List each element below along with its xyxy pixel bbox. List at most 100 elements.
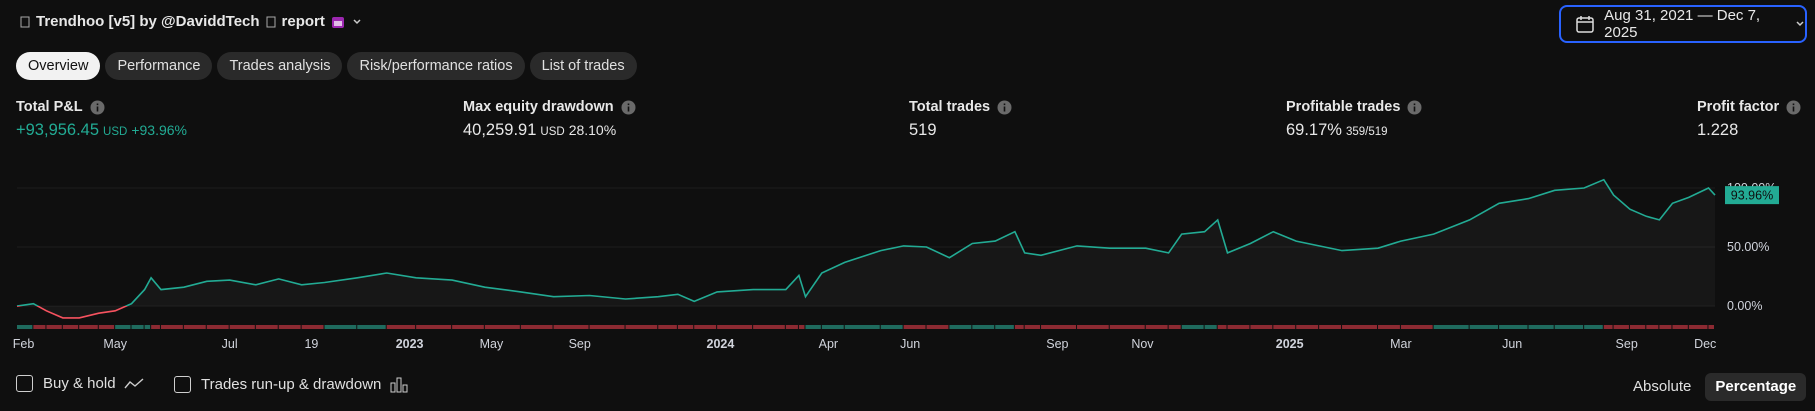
drawdown-strip xyxy=(206,325,229,329)
x-tick-label: May xyxy=(103,337,127,351)
drawdown-strip xyxy=(1024,325,1041,329)
metric-name: Profitable trades xyxy=(1286,99,1401,115)
metric-name: Max equity drawdown xyxy=(463,99,614,115)
x-tick-label: Mar xyxy=(1390,337,1412,351)
equity-chart: 0.00%50.00%100.00%FebMayJul192023MaySep2… xyxy=(13,178,1779,351)
drawdown-strip xyxy=(62,325,79,329)
chevron[interactable] xyxy=(351,16,363,28)
metric-extra: 28.10% xyxy=(568,122,617,138)
metric-name: Total trades xyxy=(909,99,991,115)
date-range: Aug 31, 2021 — Dec 7, 2025 xyxy=(1604,7,1761,41)
icon xyxy=(266,16,276,27)
buy-hold-toggle[interactable]: Buy & hold xyxy=(16,375,144,392)
drawdown-strip xyxy=(821,325,844,329)
drawdown-strip xyxy=(452,325,484,329)
drawdown-strip xyxy=(151,325,160,329)
drawdown-strip xyxy=(903,325,926,329)
tab[interactable]: Trades analysis xyxy=(217,52,343,80)
checkbox[interactable] xyxy=(16,375,33,392)
metric-label: Profit factor xyxy=(1697,99,1801,115)
drawdown-strip xyxy=(324,325,357,329)
icon xyxy=(20,16,30,27)
metric: Profitable trades 69.17% 359/519 xyxy=(1286,99,1422,140)
x-tick-label: Sep xyxy=(569,337,591,351)
drawdown-strip xyxy=(658,325,677,329)
drawdown-strip xyxy=(880,325,903,329)
x-tick-label: Nov xyxy=(1131,337,1154,351)
metric-label: Total P&L xyxy=(16,99,187,115)
drawdown-strip xyxy=(995,325,1014,329)
equity-area xyxy=(17,180,1715,318)
drawdown-strip xyxy=(1014,325,1024,329)
runup-toggle[interactable]: Trades run-up & drawdown xyxy=(174,375,409,393)
calendar-icon xyxy=(1576,16,1594,33)
metric-value-row: 40,259.91 USD 28.10% xyxy=(463,121,636,140)
metric-value: 519 xyxy=(909,121,937,139)
mode-button[interactable]: Absolute xyxy=(1633,378,1692,395)
metric-value: +93,956.45 xyxy=(16,121,100,139)
metric: Max equity drawdown 40,259.91 USD 28.10% xyxy=(463,99,636,140)
info-icon[interactable] xyxy=(997,100,1012,115)
info-icon[interactable] xyxy=(1407,100,1422,115)
x-tick-label: 2025 xyxy=(1276,337,1304,351)
drawdown-strip xyxy=(1109,325,1145,329)
metric-value-row: 69.17% 359/519 xyxy=(1286,121,1422,140)
info-icon[interactable] xyxy=(621,100,636,115)
drawdown-strip xyxy=(1629,325,1646,329)
drawdown-strip xyxy=(183,325,206,329)
drawdown-strip xyxy=(278,325,301,329)
drawdown-strip xyxy=(1433,325,1469,329)
line-icon xyxy=(124,377,144,388)
metric-extra: 359/519 xyxy=(1345,126,1388,138)
drawdown-strip xyxy=(46,325,62,329)
drawdown-strip xyxy=(255,325,278,329)
drawdown-strip xyxy=(1041,325,1077,329)
drawdown-strip xyxy=(1319,325,1342,329)
drawdown-strip xyxy=(785,325,798,329)
checkbox[interactable] xyxy=(174,375,191,393)
tab[interactable]: Risk/performance ratios xyxy=(347,52,525,80)
drawdown-strip xyxy=(798,325,805,329)
date-range-button[interactable]: Aug 31, 2021 — Dec 7, 2025 xyxy=(1559,5,1807,43)
metric-value: 40,259.91 xyxy=(463,121,537,139)
tab[interactable]: Overview xyxy=(16,52,101,80)
bars-icon xyxy=(390,377,408,393)
tab[interactable]: List of trades xyxy=(529,52,637,80)
option-label: Trades run-up & drawdown xyxy=(201,375,382,393)
drawdown-strip xyxy=(98,325,115,329)
drawdown-strip xyxy=(484,325,520,329)
drawdown-strip xyxy=(1528,325,1554,329)
drawdown-strip xyxy=(1250,325,1273,329)
metric-unit: USD xyxy=(540,126,565,138)
x-tick-label: Dec xyxy=(1694,337,1716,351)
equity-line xyxy=(16,178,1716,319)
drawdown-strip xyxy=(386,325,416,329)
drawdown-strip xyxy=(229,325,255,329)
drawdown-strip xyxy=(625,325,658,329)
drawdown-strip xyxy=(1554,325,1584,329)
metric-value: 69.17% xyxy=(1286,121,1342,139)
info-icon[interactable] xyxy=(90,100,105,115)
drawdown-strip xyxy=(1273,325,1296,329)
metric-unit: USD xyxy=(103,126,128,138)
mode-button[interactable]: Percentage xyxy=(1705,373,1807,401)
calendar-badge xyxy=(331,16,344,28)
drawdown-strip xyxy=(805,325,821,329)
metric-value-row: 1.228 xyxy=(1697,121,1801,140)
drawdown-strip xyxy=(1227,325,1250,329)
tab[interactable]: Performance xyxy=(105,52,213,80)
drawdown-strip xyxy=(949,325,972,329)
drawdown-strip xyxy=(1584,325,1603,329)
x-tick-label: Jul xyxy=(222,337,238,351)
drawdown-strip xyxy=(1181,325,1204,329)
option-label: Buy & hold xyxy=(43,375,116,392)
x-tick-label: Jun xyxy=(900,337,920,351)
drawdown-strip xyxy=(17,325,33,329)
metric: Profit factor 1.228 xyxy=(1697,99,1801,140)
last-value-label: 93.96% xyxy=(1731,189,1773,203)
drawdown-strip xyxy=(844,325,880,329)
x-tick-label: Sep xyxy=(1046,337,1068,351)
drawdown-strip xyxy=(753,325,785,329)
x-tick-label: Apr xyxy=(819,337,838,351)
info-icon[interactable] xyxy=(1786,100,1801,115)
